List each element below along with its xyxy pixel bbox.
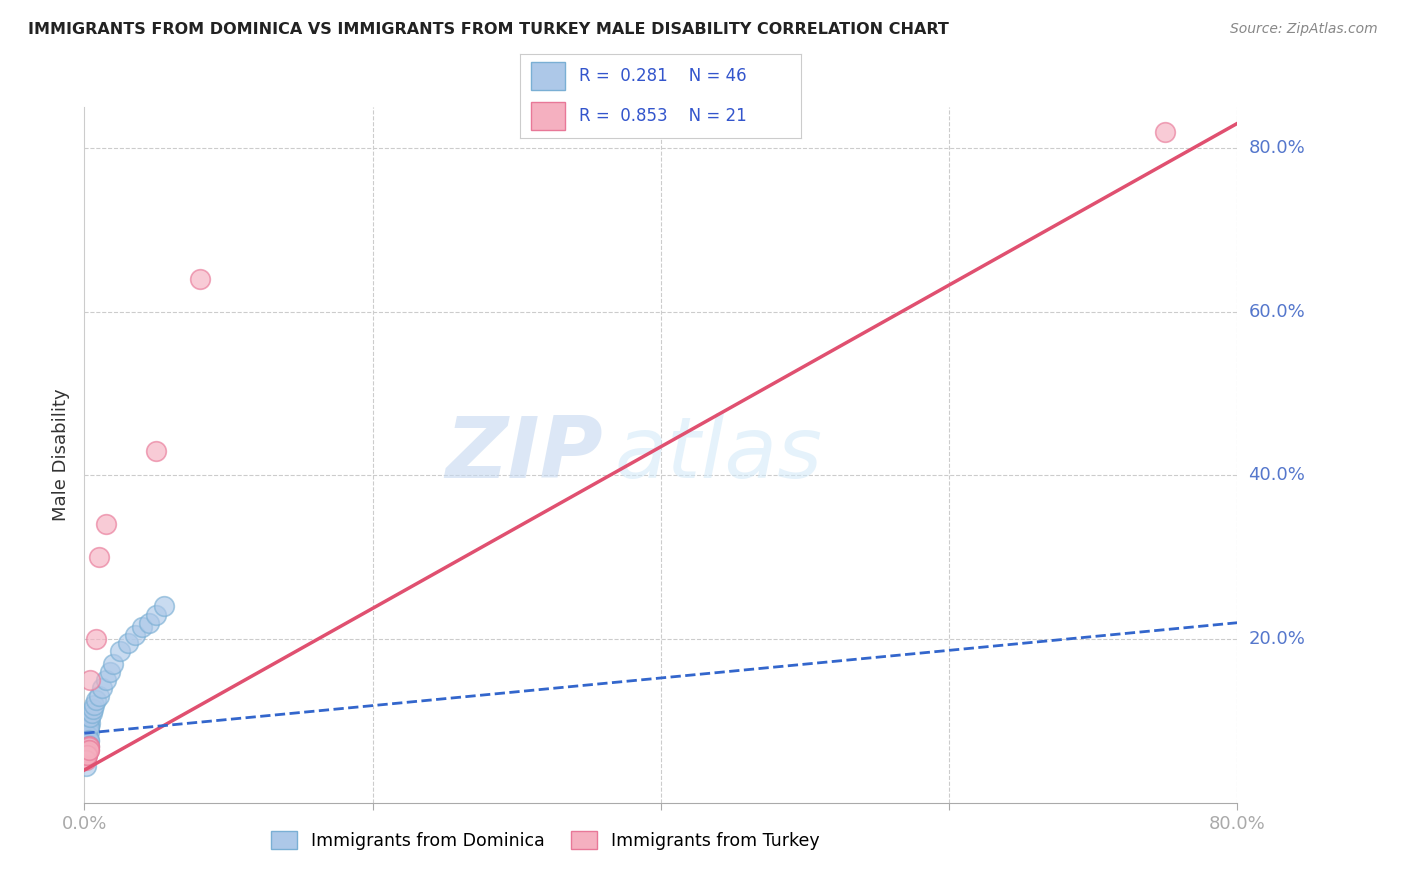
Point bbox=[75, 748, 97, 763]
Point bbox=[75, 736, 97, 750]
Point bbox=[76, 748, 98, 763]
Point bbox=[75, 734, 97, 748]
Point bbox=[75, 731, 97, 745]
Point bbox=[90, 681, 112, 696]
Point bbox=[76, 745, 98, 759]
Point bbox=[77, 740, 100, 755]
Text: R =  0.853    N = 21: R = 0.853 N = 21 bbox=[579, 107, 747, 125]
Point bbox=[75, 726, 97, 740]
Point bbox=[75, 751, 97, 765]
Point bbox=[76, 733, 98, 747]
FancyBboxPatch shape bbox=[531, 102, 565, 130]
Point bbox=[77, 742, 100, 756]
Point bbox=[188, 272, 211, 286]
Point bbox=[77, 739, 100, 753]
Point bbox=[75, 747, 97, 761]
Point bbox=[79, 673, 101, 687]
Point bbox=[75, 751, 97, 765]
Point bbox=[82, 701, 104, 715]
Point bbox=[77, 714, 100, 728]
Point bbox=[77, 725, 100, 739]
Point bbox=[75, 731, 97, 746]
Point bbox=[76, 742, 98, 756]
Point bbox=[75, 747, 97, 761]
Point bbox=[75, 759, 97, 773]
Legend: Immigrants from Dominica, Immigrants from Turkey: Immigrants from Dominica, Immigrants fro… bbox=[264, 824, 827, 856]
Text: R =  0.281    N = 46: R = 0.281 N = 46 bbox=[579, 67, 747, 85]
Point bbox=[76, 747, 98, 761]
Point bbox=[124, 628, 146, 642]
Point bbox=[76, 737, 98, 751]
Point bbox=[83, 698, 105, 712]
Point bbox=[1154, 125, 1177, 139]
Point bbox=[77, 739, 100, 753]
Point bbox=[94, 517, 117, 532]
Point bbox=[76, 742, 98, 756]
Point bbox=[110, 644, 132, 658]
Point bbox=[76, 747, 98, 761]
Point bbox=[80, 706, 103, 720]
Point bbox=[75, 753, 97, 767]
Point bbox=[75, 742, 97, 756]
Point bbox=[76, 729, 98, 743]
Point bbox=[75, 751, 97, 765]
Point bbox=[77, 742, 100, 756]
Point bbox=[131, 620, 153, 634]
Y-axis label: Male Disability: Male Disability bbox=[52, 389, 70, 521]
Point bbox=[76, 723, 98, 738]
Point bbox=[77, 718, 100, 732]
Text: atlas: atlas bbox=[614, 413, 823, 497]
Point bbox=[76, 728, 98, 742]
Point bbox=[77, 720, 100, 734]
Text: 80.0%: 80.0% bbox=[1249, 139, 1305, 157]
Point bbox=[75, 740, 97, 755]
Point bbox=[77, 734, 100, 748]
Point bbox=[76, 739, 98, 753]
Point bbox=[145, 607, 167, 622]
Text: ZIP: ZIP bbox=[446, 413, 603, 497]
Point bbox=[117, 636, 139, 650]
Point bbox=[98, 665, 121, 679]
Point bbox=[79, 710, 101, 724]
Point bbox=[87, 690, 110, 704]
Text: 40.0%: 40.0% bbox=[1249, 467, 1305, 484]
Point bbox=[76, 739, 98, 753]
Point bbox=[77, 732, 100, 747]
Text: IMMIGRANTS FROM DOMINICA VS IMMIGRANTS FROM TURKEY MALE DISABILITY CORRELATION C: IMMIGRANTS FROM DOMINICA VS IMMIGRANTS F… bbox=[28, 22, 949, 37]
Point bbox=[75, 737, 97, 751]
FancyBboxPatch shape bbox=[531, 62, 565, 90]
Point bbox=[152, 599, 174, 614]
Point bbox=[87, 550, 110, 565]
Point bbox=[84, 693, 107, 707]
Point bbox=[77, 721, 100, 735]
Point bbox=[76, 722, 98, 736]
Text: 20.0%: 20.0% bbox=[1249, 630, 1305, 648]
Text: Source: ZipAtlas.com: Source: ZipAtlas.com bbox=[1230, 22, 1378, 37]
Point bbox=[84, 632, 107, 646]
Point bbox=[138, 615, 160, 630]
Point bbox=[103, 657, 124, 671]
Point bbox=[145, 443, 167, 458]
Point bbox=[79, 715, 101, 730]
Point bbox=[94, 673, 117, 687]
Text: 60.0%: 60.0% bbox=[1249, 302, 1305, 321]
